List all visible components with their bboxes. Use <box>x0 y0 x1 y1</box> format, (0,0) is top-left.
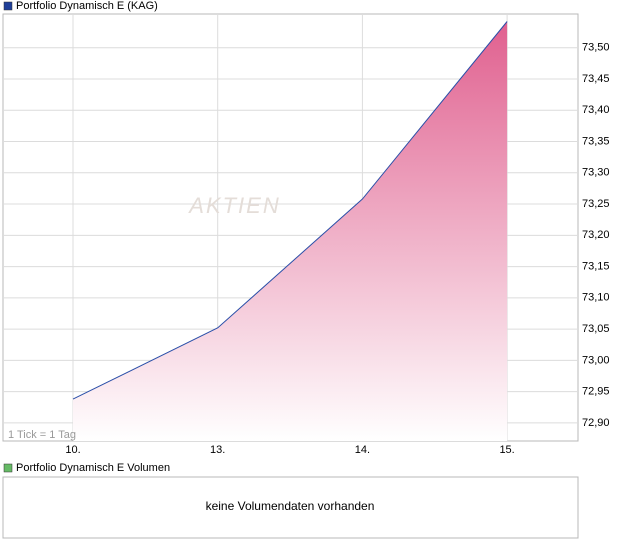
y-tick-label: 72,90 <box>582 417 610 429</box>
x-tick-label: 15. <box>499 444 514 456</box>
watermark: AKTIEN <box>187 193 280 218</box>
y-tick-label: 73,15 <box>582 260 610 272</box>
legend-label: Portfolio Dynamisch E (KAG) <box>16 0 158 12</box>
area <box>73 21 508 441</box>
y-tick-label: 73,40 <box>582 104 610 116</box>
y-tick-label: 73,50 <box>582 42 610 54</box>
y-tick-label: 73,05 <box>582 323 610 335</box>
x-tick-label: 13. <box>210 444 225 456</box>
x-tick-label: 14. <box>355 444 370 456</box>
legend-swatch <box>3 1 13 11</box>
y-tick-label: 73,35 <box>582 135 610 147</box>
y-tick-label: 72,95 <box>582 386 610 398</box>
x-tick-label: 10. <box>65 444 80 456</box>
y-tick-label: 73,20 <box>582 229 610 241</box>
y-tick-label: 73,25 <box>582 198 610 210</box>
y-tick-label: 73,10 <box>582 292 610 304</box>
line <box>72 21 508 400</box>
y-tick-label: 73,00 <box>582 354 610 366</box>
volume-panel <box>2 476 579 539</box>
y-tick-label: 73,30 <box>582 167 610 179</box>
legend-swatch <box>3 463 13 473</box>
tick-note: 1 Tick = 1 Tag <box>8 429 76 441</box>
legend-label: Portfolio Dynamisch E Volumen <box>16 462 170 474</box>
plot-area <box>3 14 578 441</box>
y-tick-label: 73,45 <box>582 73 610 85</box>
volume-message: keine Volumendaten vorhanden <box>206 499 375 513</box>
